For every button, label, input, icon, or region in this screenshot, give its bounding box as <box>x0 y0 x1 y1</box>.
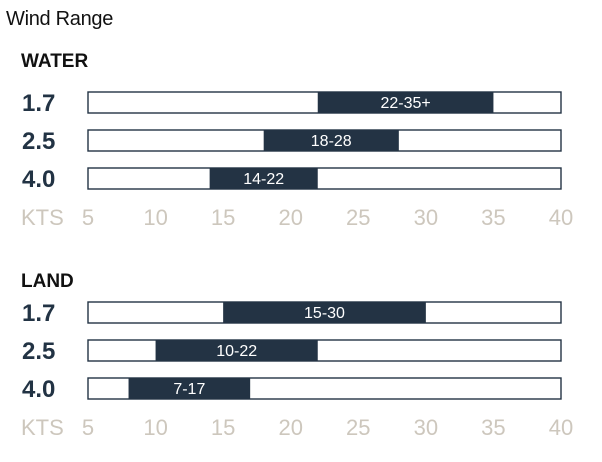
range-bar-label: 14-22 <box>243 171 284 188</box>
row-category-label: 4.0 <box>22 376 55 403</box>
row-category-label: 1.7 <box>22 90 55 117</box>
chart-panel-land: LAND 1.7 15-30 2.5 10-22 4.0 7-17 KTS 5 10 15 20 25 3… <box>21 271 573 440</box>
x-tick-label: 30 <box>414 415 438 440</box>
row-category-label: 2.5 <box>22 338 55 365</box>
range-bar <box>317 92 494 113</box>
range-bar-label: 10-22 <box>216 343 257 360</box>
axis-unit-label: KTS <box>21 205 64 230</box>
range-bar <box>128 378 251 399</box>
x-tick-label: 10 <box>143 205 167 230</box>
range-bar <box>223 302 426 323</box>
x-tick-label: 10 <box>143 415 167 440</box>
range-bar-label: 7-17 <box>173 381 205 398</box>
x-tick-label: 5 <box>82 415 94 440</box>
x-tick-label: 35 <box>481 205 505 230</box>
x-tick-label: 20 <box>278 205 302 230</box>
x-tick-label: 35 <box>481 415 505 440</box>
range-bar <box>209 168 318 189</box>
row-category-label: 1.7 <box>22 300 55 327</box>
x-tick-label: 15 <box>211 205 235 230</box>
range-bar-label: 22-35+ <box>380 95 430 112</box>
x-tick-label: 40 <box>549 415 573 440</box>
range-bar <box>263 130 399 151</box>
x-tick-label: 25 <box>346 205 370 230</box>
x-tick-label: 30 <box>414 205 438 230</box>
range-track <box>87 167 562 190</box>
section-title: WATER <box>21 51 88 72</box>
x-tick-label: 5 <box>82 205 94 230</box>
axis-unit-label: KTS <box>21 415 64 440</box>
x-tick-label: 15 <box>211 415 235 440</box>
x-tick-label: 40 <box>549 205 573 230</box>
chart-panel-water: WATER 1.7 22-35+ 2.5 18-28 4.0 14-22 KTS 5 10 15 20… <box>21 51 573 230</box>
row-category-label: 2.5 <box>22 128 55 155</box>
range-bar <box>155 340 318 361</box>
x-tick-label: 25 <box>346 415 370 440</box>
row-category-label: 4.0 <box>22 166 55 193</box>
x-tick-label: 20 <box>278 415 302 440</box>
range-bar-label: 18-28 <box>311 133 352 150</box>
section-title: LAND <box>21 271 74 292</box>
range-bar-label: 15-30 <box>304 305 345 322</box>
page-title: Wind Range <box>6 8 114 30</box>
